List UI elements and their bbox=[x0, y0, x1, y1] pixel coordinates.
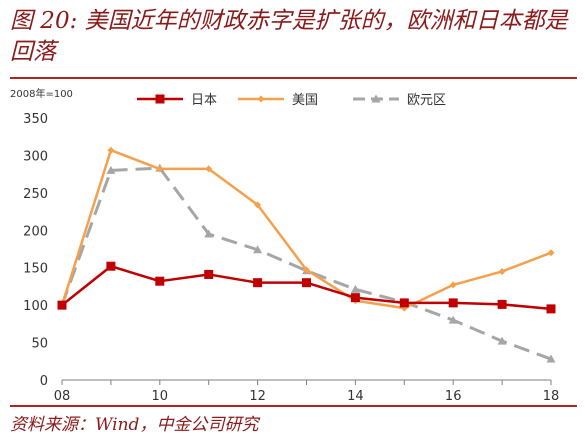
data-point bbox=[155, 276, 165, 286]
data-point bbox=[107, 146, 115, 154]
data-point bbox=[253, 278, 263, 288]
data-point bbox=[204, 229, 214, 238]
data-point bbox=[253, 245, 263, 254]
series-2 bbox=[57, 163, 556, 363]
data-point bbox=[303, 266, 310, 274]
data-point bbox=[156, 165, 164, 173]
data-point bbox=[547, 249, 555, 257]
title-divider bbox=[10, 77, 577, 79]
data-point bbox=[546, 304, 556, 314]
legend-label: 日本 bbox=[191, 93, 217, 108]
source-note: 资料来源：Wind，中金公司研究 bbox=[10, 415, 259, 435]
data-point bbox=[546, 354, 556, 363]
data-point bbox=[399, 298, 409, 308]
line-chart: 2008年=100 日本 美国 欧元区 0501001502002503003500… bbox=[10, 87, 559, 402]
data-point bbox=[497, 299, 507, 309]
legend-swatch-marker bbox=[155, 94, 165, 104]
y-tick-label: 250 bbox=[23, 187, 48, 202]
figure-title: 图 20: 美国近年的财政赤字是扩张的，欧洲和日本都是回落 bbox=[10, 8, 568, 65]
x-tick-label: 14 bbox=[347, 389, 364, 402]
y-tick-label: 50 bbox=[31, 337, 48, 352]
legend-item: 美国 bbox=[238, 93, 318, 108]
data-point bbox=[254, 201, 262, 209]
data-point bbox=[302, 278, 311, 288]
y-tick-label: 150 bbox=[23, 262, 48, 277]
data-point bbox=[204, 269, 214, 279]
data-point bbox=[106, 165, 116, 174]
chart-legend: 日本 美国 欧元区 bbox=[137, 93, 446, 108]
legend-label: 美国 bbox=[292, 93, 318, 108]
y-tick-label: 100 bbox=[23, 299, 48, 314]
data-point bbox=[57, 300, 67, 310]
legend-swatch-marker bbox=[257, 95, 265, 103]
series-0 bbox=[57, 261, 556, 314]
data-point bbox=[205, 165, 213, 173]
y-tick-label: 0 bbox=[40, 374, 48, 389]
data-point bbox=[106, 261, 116, 271]
legend-item: 日本 bbox=[137, 93, 217, 108]
data-point bbox=[498, 267, 506, 275]
source-divider bbox=[10, 405, 577, 407]
series-line bbox=[60, 166, 552, 361]
data-point bbox=[350, 284, 360, 293]
chart-axes: 0 50 100 150 200 250 300 350 08 10 12 14 16 18 bbox=[23, 112, 559, 402]
y-tick-label: 300 bbox=[23, 149, 48, 164]
x-tick-label: 10 bbox=[152, 389, 169, 402]
chart-series bbox=[57, 146, 556, 363]
y-axis-unit-label: 2008年=100 bbox=[10, 87, 73, 100]
data-point bbox=[350, 293, 360, 303]
x-tick-label: 18 bbox=[543, 389, 560, 402]
data-point bbox=[497, 336, 507, 345]
data-point bbox=[448, 315, 458, 324]
data-point bbox=[448, 298, 458, 308]
legend-label: 欧元区 bbox=[407, 93, 446, 108]
data-point bbox=[449, 281, 457, 289]
x-tick-label: 08 bbox=[54, 389, 71, 402]
x-tick-label: 16 bbox=[445, 389, 462, 402]
y-tick-label: 350 bbox=[23, 112, 48, 127]
y-tick-label: 200 bbox=[23, 224, 48, 239]
legend-item: 欧元区 bbox=[353, 93, 446, 108]
legend-swatch-marker bbox=[371, 94, 381, 103]
x-tick-label: 12 bbox=[249, 389, 266, 402]
